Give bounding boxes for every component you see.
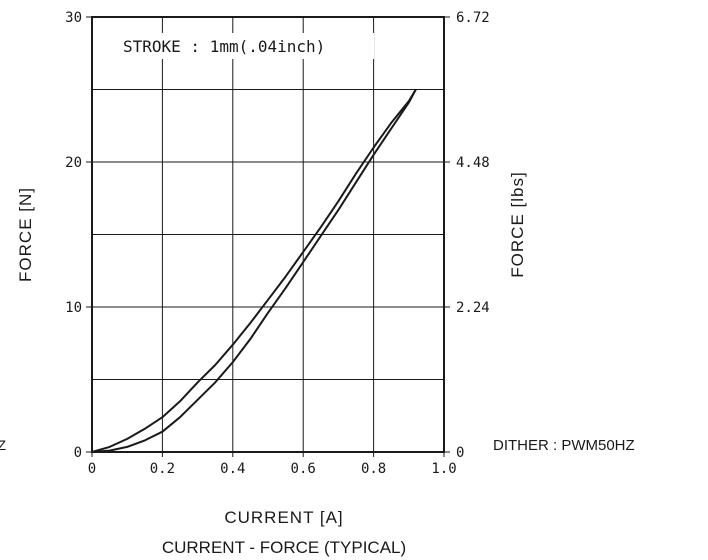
y-tick-label: 30: [65, 10, 82, 26]
stroke-annotation: STROKE : 1mm(.04inch): [123, 37, 325, 56]
y-tick-label: 0: [74, 445, 82, 461]
x-tick-label: 0: [88, 461, 96, 477]
left-edge-fragment: Z: [0, 437, 6, 451]
x-tick-label: 0.8: [361, 461, 386, 477]
plot-frame: [91, 16, 445, 453]
force-curve-lower: [91, 89, 417, 453]
y-tick-label: 10: [65, 300, 82, 316]
annotation-background: [112, 33, 374, 59]
force-curve-upper: [91, 88, 417, 453]
y-axis-label-newtons: FORCE [N]: [16, 187, 35, 282]
x-tick-label: 0.2: [150, 461, 175, 477]
x-axis-label: CURRENT [A]: [224, 508, 343, 527]
y2-axis-label-pounds: FORCE [lbs]: [508, 171, 527, 277]
y2-tick-label: 4.48: [456, 155, 490, 171]
chart-title: CURRENT - FORCE (TYPICAL): [162, 538, 406, 557]
y-tick-label: 20: [65, 155, 82, 171]
left-edge-fragment-text: Z: [0, 437, 6, 451]
dither-note: DITHER : PWM50HZ: [493, 437, 635, 454]
y2-tick-label: 2.24: [456, 300, 490, 316]
y2-tick-label: 6.72: [456, 10, 490, 26]
x-tick-label: 0.6: [291, 461, 316, 477]
y2-tick-label: 0: [456, 445, 464, 461]
x-tick-label: 0.4: [220, 461, 245, 477]
x-tick-label: 1.0: [431, 461, 456, 477]
